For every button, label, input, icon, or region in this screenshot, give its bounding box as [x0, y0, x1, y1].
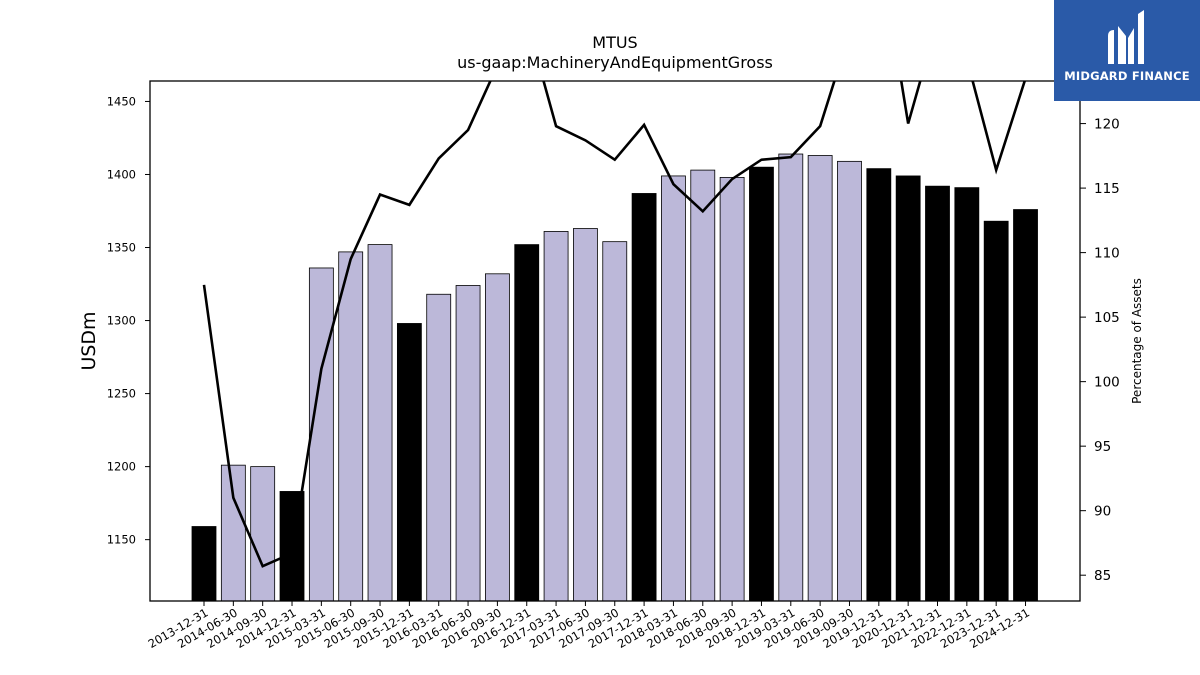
- y-tick-label: 1250: [107, 387, 136, 401]
- y-tick-label: 1400: [107, 167, 136, 181]
- bar-2019-12-31: [866, 168, 892, 602]
- y2-tick-label: 90: [1094, 504, 1111, 520]
- midgard-finance-logo: MIDGARD FINANCE: [1054, 0, 1200, 101]
- y-axis-left: 1150 1200 1250 1300 1350 1400 1450: [107, 94, 150, 547]
- bar-2020-12-31: [895, 175, 921, 602]
- y-tick-label: 1450: [107, 94, 136, 108]
- bar-2014-06-30: [220, 464, 246, 602]
- midgard-logo-icon: [1108, 10, 1144, 64]
- line-series: [202, 81, 1027, 568]
- bar-2017-12-31: [631, 193, 657, 602]
- y2-tick-label: 110: [1094, 246, 1120, 262]
- y-tick-label: 1350: [107, 241, 136, 255]
- bar-2017-03-31: [543, 231, 569, 602]
- bar-2016-12-31: [514, 244, 540, 602]
- bar-2016-03-31: [426, 293, 452, 602]
- percentage-of-assets-line: [202, 81, 1027, 568]
- bar-2019-03-31: [778, 153, 804, 602]
- bar-2019-06-30: [807, 155, 833, 602]
- bar-2024-12-31: [1013, 209, 1038, 602]
- bar-2018-06-30: [690, 169, 716, 602]
- y2-tick-label: 105: [1094, 310, 1120, 326]
- bar-2015-09-30: [367, 244, 393, 602]
- y2-tick-label: 115: [1094, 181, 1120, 197]
- bar-2015-12-31: [396, 323, 422, 602]
- y-axis-right: 85 90 95 100 105 110 115 120: [1080, 117, 1120, 584]
- x-axis: 2013-12-312014-06-302014-09-302014-12-31…: [146, 601, 1032, 651]
- bar-series: [191, 153, 1038, 602]
- bar-2023-12-31: [983, 220, 1009, 602]
- y-axis-label: USDm: [78, 311, 100, 370]
- bar-2022-12-31: [954, 187, 980, 602]
- bar-2016-09-30: [484, 273, 510, 602]
- y2-tick-label: 120: [1094, 117, 1120, 133]
- bar-2019-09-30: [837, 160, 862, 602]
- bar-2016-06-30: [455, 285, 481, 602]
- bar-2014-09-30: [250, 466, 276, 602]
- bar-2018-12-31: [749, 166, 774, 602]
- y-tick-label: 1150: [107, 533, 136, 547]
- logo-text: MIDGARD FINANCE: [1064, 69, 1190, 83]
- bar-2017-09-30: [602, 241, 628, 602]
- y2-tick-label: 85: [1094, 568, 1111, 584]
- y-tick-label: 1200: [107, 460, 136, 474]
- chart-subtitle: us-gaap:MachineryAndEquipmentGross: [457, 53, 773, 72]
- bar-2015-03-31: [308, 267, 334, 602]
- y2-tick-label: 100: [1094, 375, 1120, 391]
- bar-2013-12-31: [191, 526, 217, 602]
- y-tick-label: 1300: [107, 314, 136, 328]
- bar-2015-06-30: [338, 251, 364, 602]
- bar-2018-03-31: [661, 175, 686, 602]
- bar-2018-09-30: [719, 176, 745, 602]
- bar-2021-12-31: [925, 185, 950, 602]
- bar-2017-06-30: [573, 228, 598, 602]
- y2-tick-label: 95: [1094, 439, 1111, 455]
- chart-title: MTUS: [592, 33, 637, 52]
- y2-axis-label: Percentage of Assets: [1130, 278, 1144, 404]
